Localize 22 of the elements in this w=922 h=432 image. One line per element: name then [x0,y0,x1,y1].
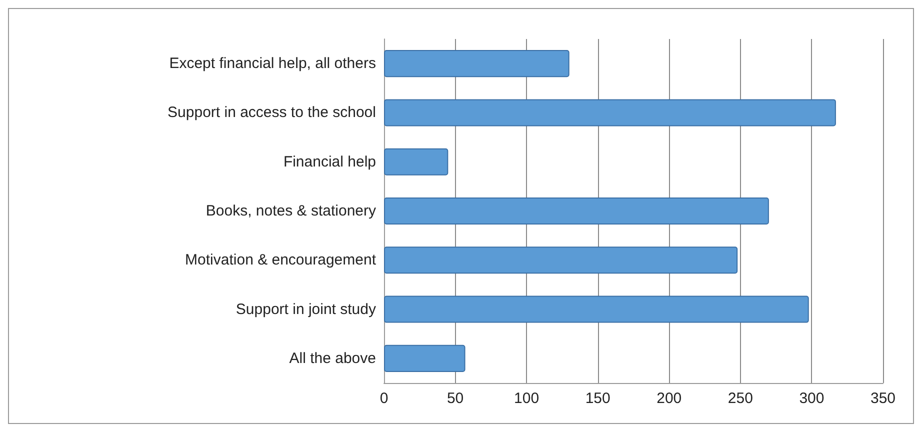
x-tick-label: 100 [514,390,540,407]
x-tick-label: 350 [870,390,896,407]
y-tick-label: All the above [289,350,376,367]
y-tick-label: Books, notes & stationery [206,202,376,220]
y-tick-label: Support in joint study [236,300,376,318]
bar [384,148,448,176]
y-tick-label: Support in access to the school [168,104,376,122]
y-tick-label: Except financial help, all others [169,55,376,72]
bar [384,99,836,126]
y-tick-label: Motivation & encouragement [185,252,377,269]
x-tick-label: 250 [728,390,753,407]
bar [384,246,738,274]
x-tick-label: 200 [656,390,682,407]
y-tick-label: Financial help [283,153,376,170]
x-tick-label: 300 [799,390,824,407]
bar [384,344,466,372]
x-tick-label: 0 [380,390,388,407]
x-tick-label: 50 [446,390,464,407]
bar [384,50,570,78]
bar [384,296,809,323]
x-tick-label: 150 [585,390,610,407]
bar [384,197,769,225]
